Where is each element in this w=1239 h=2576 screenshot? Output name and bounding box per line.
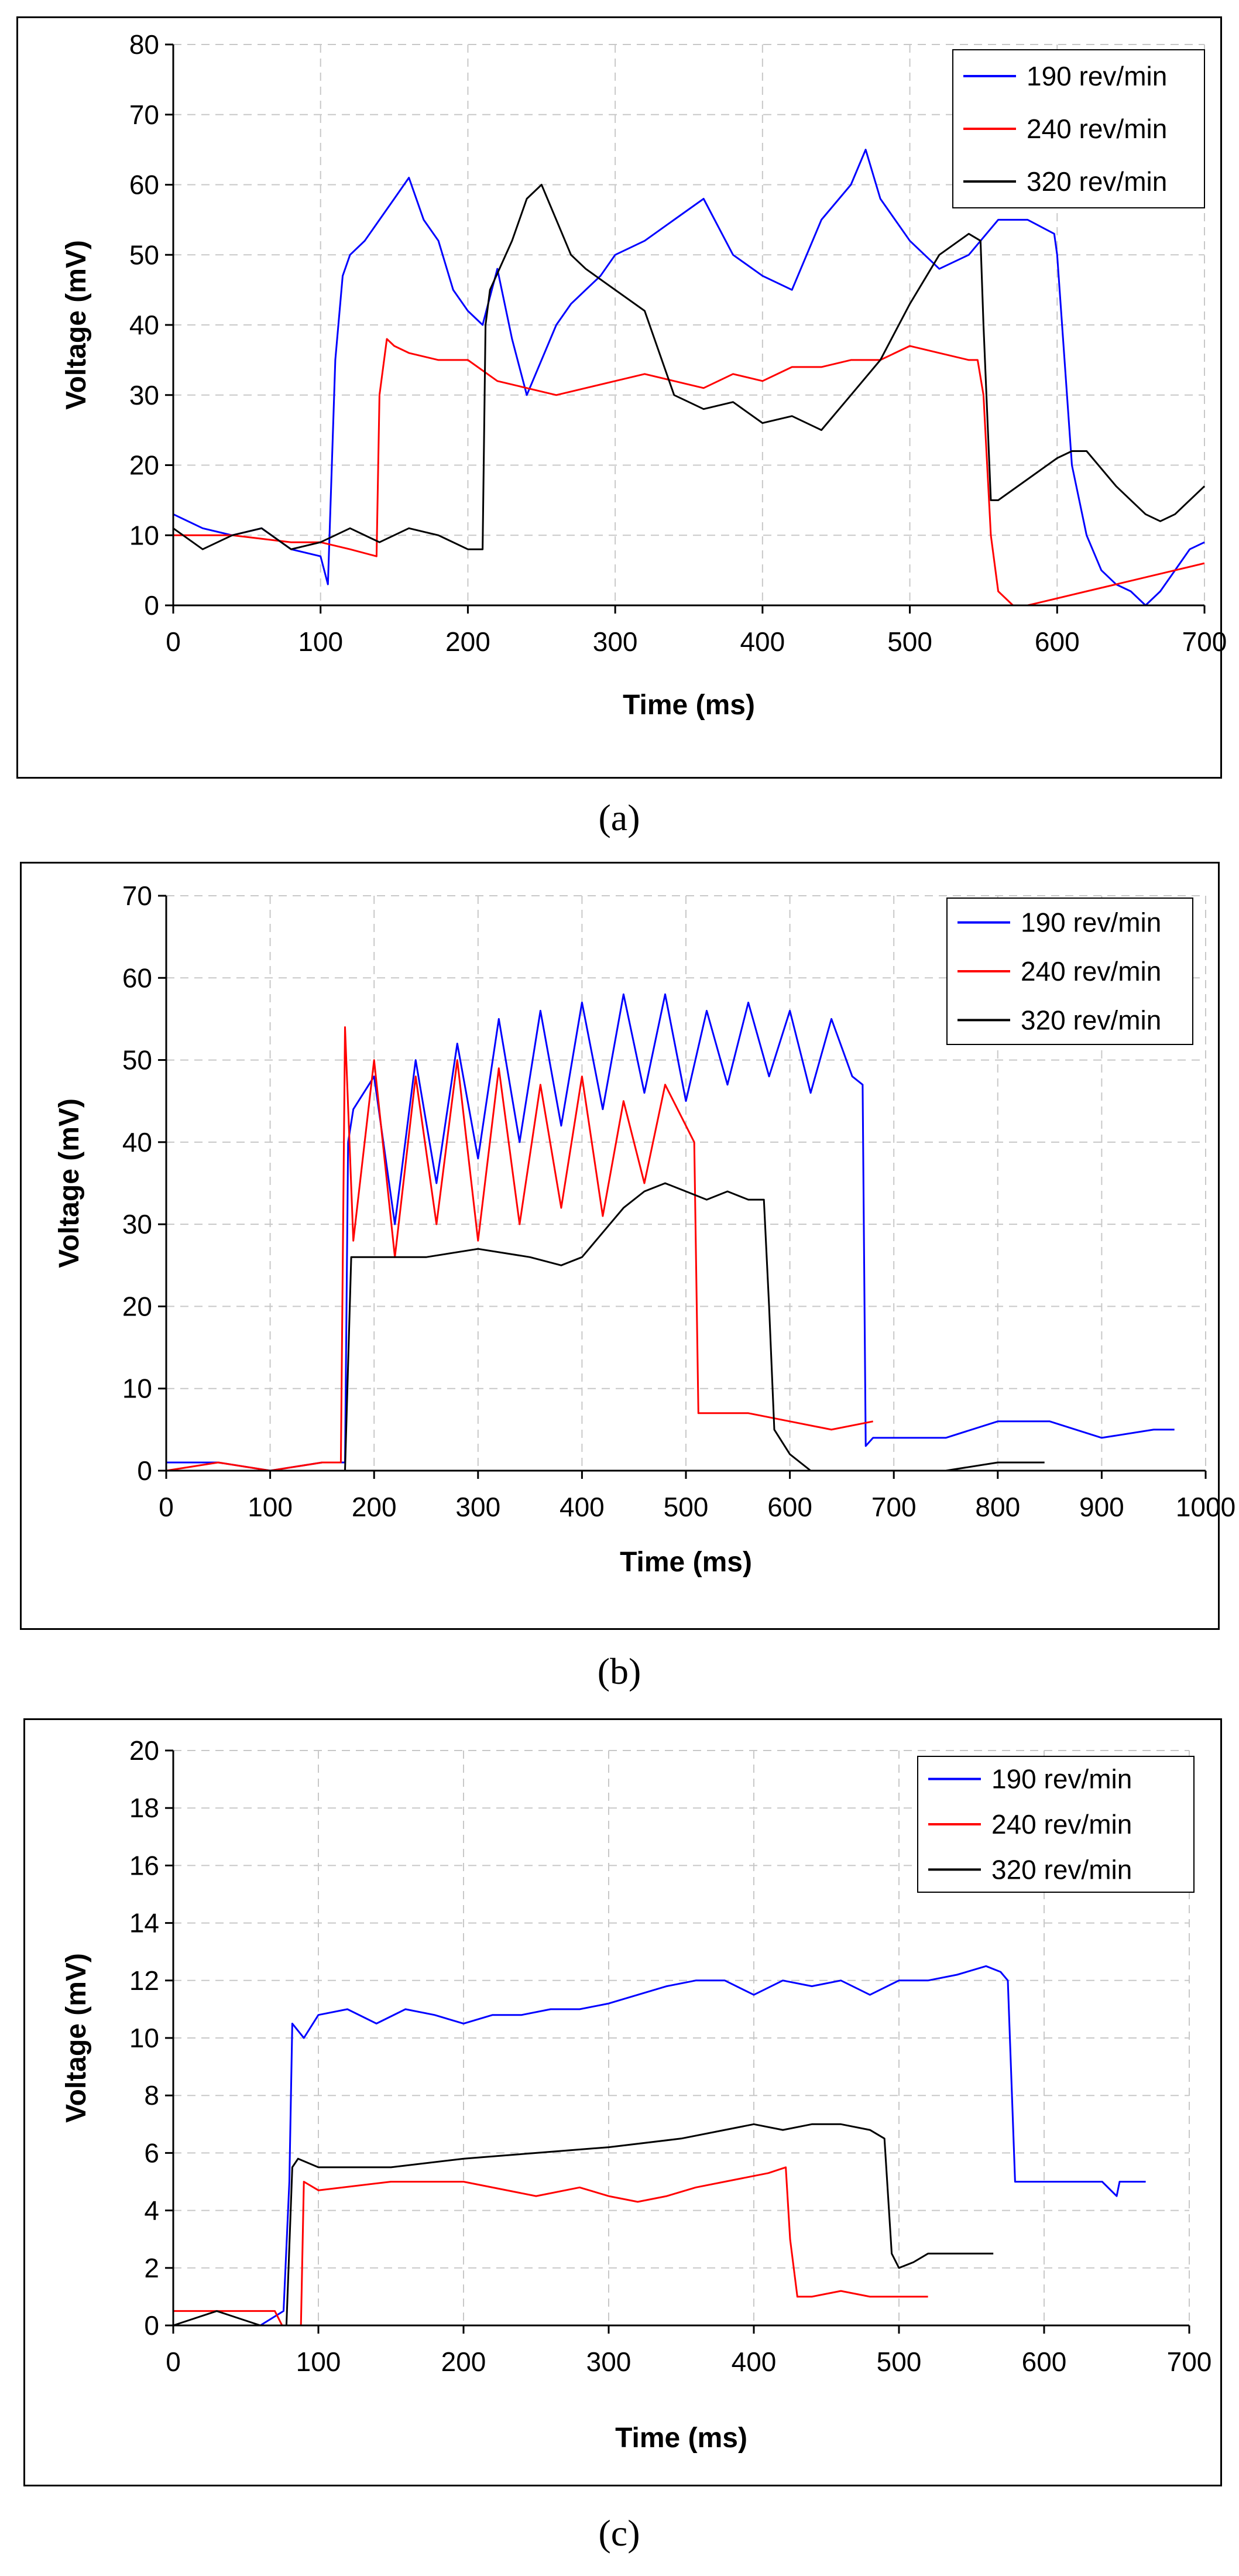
caption-c: (c) [598, 2512, 640, 2554]
x-tick-label: 100 [296, 2347, 341, 2377]
y-tick-label: 50 [122, 1045, 152, 1075]
y-tick-label: 30 [129, 380, 159, 410]
x-tick-label: 200 [441, 2347, 486, 2377]
y-tick-label: 60 [122, 962, 152, 993]
x-tick-label: 400 [560, 1492, 605, 1522]
legend: 190 rev/min 240 rev/min 320 rev/min [946, 898, 1193, 1045]
y-tick-label: 14 [129, 1908, 159, 1938]
x-tick-label: 400 [732, 2347, 777, 2377]
series-line-320 [166, 1182, 1045, 1472]
y-tick-label: 10 [129, 2023, 159, 2053]
x-tick-label: 500 [877, 2347, 922, 2377]
y-tick-label: 20 [122, 1291, 152, 1321]
series-line-240 [173, 2166, 928, 2327]
y-tick-label: 8 [144, 2080, 159, 2111]
x-axis-title: Time (ms) [620, 1547, 752, 1578]
x-tick-label: 800 [975, 1492, 1020, 1522]
x-tick-label: 0 [166, 2347, 181, 2377]
y-axis-title: Voltage (mV) [54, 1098, 85, 1268]
x-tick-label: 500 [887, 626, 932, 657]
x-tick-label: 700 [1167, 2347, 1212, 2377]
legend: 190 rev/min 240 rev/min 320 rev/min [917, 1756, 1195, 1893]
x-tick-label: 300 [593, 626, 638, 657]
legend-label: 320 rev/min [1027, 166, 1167, 197]
x-tick-label: 300 [455, 1492, 500, 1522]
y-tick-label: 40 [129, 310, 159, 340]
legend-label: 320 rev/min [991, 1854, 1132, 1885]
x-tick-label: 0 [159, 1492, 174, 1522]
x-tick-label: 600 [767, 1492, 812, 1522]
legend: 190 rev/min 240 rev/min 320 rev/min [952, 49, 1205, 208]
x-tick-label: 300 [586, 2347, 631, 2377]
legend-label: 240 rev/min [1027, 114, 1167, 144]
series-line-240 [166, 1026, 873, 1472]
y-tick-label: 60 [129, 170, 159, 200]
x-tick-label: 600 [1035, 626, 1080, 657]
chart-1: 0 10 20 30 40 50 60 70 80 0 100 200 300 400 500 600 700 T… [61, 29, 1227, 721]
x-tick-label: 100 [248, 1492, 293, 1522]
x-tick-label: 200 [352, 1492, 397, 1522]
series-line-190 [166, 993, 1175, 1472]
y-tick-label: 6 [144, 2137, 159, 2168]
x-tick-label: 0 [166, 626, 181, 657]
x-tick-label: 600 [1022, 2347, 1067, 2377]
legend-label: 190 rev/min [1021, 907, 1161, 938]
series-line-190 [173, 1965, 1146, 2327]
x-axis-title: Time (ms) [615, 2423, 747, 2454]
y-axis-title: Voltage (mV) [61, 240, 92, 410]
y-tick-label: 4 [144, 2195, 159, 2226]
x-axis-title: Time (ms) [623, 690, 755, 721]
y-tick-label: 10 [122, 1373, 152, 1404]
x-tick-label: 1000 [1176, 1492, 1235, 1522]
legend-label: 190 rev/min [1027, 61, 1167, 91]
y-tick-label: 10 [129, 520, 159, 550]
y-tick-label: 70 [129, 100, 159, 130]
y-tick-label: 0 [144, 2310, 159, 2341]
y-tick-label: 40 [122, 1127, 152, 1157]
y-tick-label: 0 [144, 590, 159, 621]
y-tick-label: 80 [129, 29, 159, 60]
y-tick-label: 0 [137, 1455, 152, 1486]
x-tick-label: 900 [1079, 1492, 1124, 1522]
legend-label: 240 rev/min [1021, 956, 1161, 986]
y-tick-label: 20 [129, 450, 159, 481]
x-tick-label: 500 [664, 1492, 709, 1522]
y-tick-label: 12 [129, 1965, 159, 1996]
caption-a: (a) [598, 797, 640, 838]
x-tick-label: 700 [871, 1492, 917, 1522]
x-tick-label: 100 [298, 626, 343, 657]
y-axis-title: Voltage (mV) [61, 1953, 92, 2123]
y-tick-label: 50 [129, 239, 159, 270]
series-line-320 [173, 184, 1206, 550]
x-tick-label: 700 [1182, 626, 1227, 657]
y-tick-label: 30 [122, 1209, 152, 1239]
x-tick-label: 200 [445, 626, 490, 657]
legend-label: 240 rev/min [991, 1809, 1132, 1839]
legend-label: 190 rev/min [991, 1764, 1132, 1794]
y-tick-label: 20 [129, 1735, 159, 1766]
y-tick-label: 70 [122, 881, 152, 911]
y-tick-label: 16 [129, 1850, 159, 1880]
series-line-190 [173, 149, 1205, 607]
series-line-320 [173, 2123, 994, 2327]
caption-b: (b) [597, 1650, 641, 1692]
legend-label: 320 rev/min [1021, 1005, 1161, 1035]
x-tick-label: 400 [740, 626, 785, 657]
y-tick-label: 18 [129, 1793, 159, 1823]
y-tick-label: 2 [144, 2253, 159, 2283]
